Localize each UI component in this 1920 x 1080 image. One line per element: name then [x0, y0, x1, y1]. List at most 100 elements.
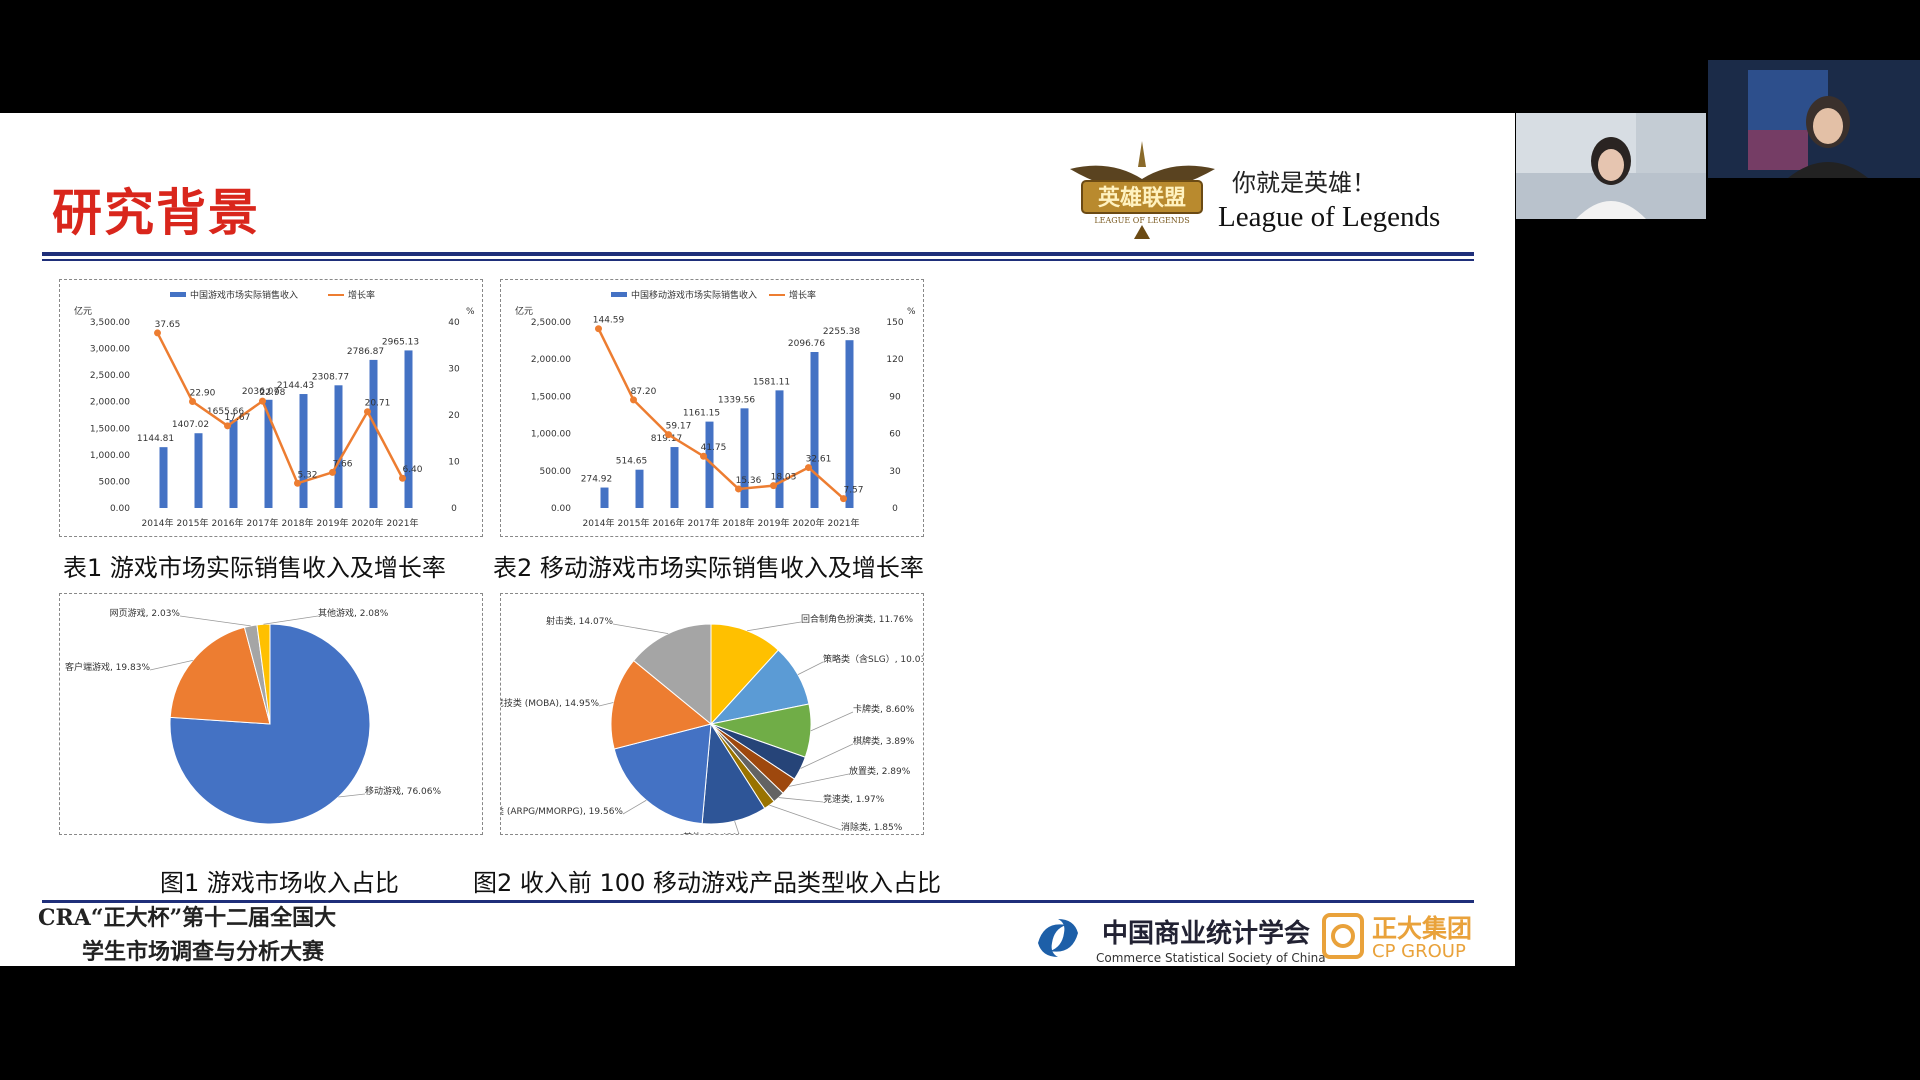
y-tick-label: 0.00 [551, 504, 571, 514]
logo-subtext: LEAGUE OF LEGENDS [1094, 216, 1189, 225]
bar-data-label: 819.17 [651, 434, 683, 444]
growth-rate-point [630, 396, 637, 404]
revenue-bar [705, 421, 714, 508]
pie-slice-label: 策略类（含SLG）, 10.03% [823, 653, 923, 665]
table1-caption: 表1 游戏市场实际销售收入及增长率 [63, 554, 446, 582]
page-title: 研究背景 [52, 184, 260, 242]
pie-slice-label: 移动游戏, 76.06% [365, 785, 441, 797]
chart-panel-2: 中国移动游戏市场实际销售收入 增长率 亿元% 2,500.00 2,000.00 1,50… [500, 279, 924, 537]
cssc-name-en: Commerce Statistical Society of China [1096, 951, 1326, 965]
revenue-bar [229, 420, 238, 508]
y2-axis-title: % [907, 307, 916, 317]
pie-slice-label: 棋牌类, 3.89% [853, 735, 915, 747]
header-rule-thin [42, 259, 1474, 261]
bar-data-label: 1655.66 [207, 407, 244, 417]
participant-video-feed [1516, 113, 1706, 219]
pie-leader-line [598, 702, 614, 707]
y2-tick-label: 0 [451, 504, 457, 514]
x-tick-label: 2021年 [387, 517, 419, 529]
cp-group-logo: 正大集团 CP GROUP [1322, 909, 1472, 965]
y-axis-title: 亿元 [74, 305, 92, 317]
growth-rate-line [156, 332, 404, 485]
line-data-label: 22.90 [190, 389, 216, 399]
growth-rate-point [154, 329, 161, 337]
line-data-label: 15.36 [736, 476, 762, 486]
growth-rate-point [770, 482, 777, 490]
y-tick-label: 1,500.00 [90, 424, 130, 434]
header-rule [42, 252, 1474, 256]
y2-axis-title: % [466, 307, 475, 317]
bar-data-label: 1161.15 [683, 409, 720, 419]
pie-leader-line [797, 661, 824, 675]
revenue-bar [635, 469, 644, 508]
y-tick-label: 2,000.00 [531, 355, 571, 365]
growth-rate-line [597, 328, 845, 500]
bar-data-label: 2308.77 [312, 372, 349, 382]
pie-slice-label: 竞速类, 1.97% [823, 793, 885, 805]
x-tick-label: 2016年 [212, 517, 244, 529]
y2-tick-label: 20 [448, 411, 460, 421]
cp-name-en: CP GROUP [1372, 941, 1466, 962]
legend-label-bar: 中国游戏市场实际销售收入 [190, 289, 298, 301]
y-tick-label: 0.00 [110, 504, 130, 514]
line-data-label: 144.59 [593, 316, 625, 326]
competition-title-line1: CRA“正大杯”第十二届全国大 [38, 905, 337, 931]
x-tick-label: 2018年 [723, 517, 755, 529]
table2-caption: 表2 移动游戏市场实际销售收入及增长率 [493, 554, 924, 582]
line-data-label: 59.17 [666, 422, 692, 432]
pie-slice [256, 623, 271, 725]
y-tick-label: 500.00 [540, 467, 572, 477]
line-data-label: 17.67 [225, 413, 251, 423]
pie-leader-line [149, 659, 193, 671]
line-data-label: 6.40 [402, 465, 422, 475]
cp-name-cn: 正大集团 [1372, 914, 1473, 943]
pie-slice-label: 客户端游戏, 19.83% [65, 661, 150, 673]
y-tick-label: 500.00 [99, 477, 131, 487]
pie-slice-label: 网页游戏, 2.03% [110, 607, 181, 619]
growth-rate-point [224, 422, 231, 430]
bar-data-label: 1581.11 [753, 377, 790, 387]
competition-title-line2: 学生市场调查与分析大赛 [82, 939, 325, 965]
revenue-bar [600, 487, 609, 508]
presentation-slide: 研究背景 英雄联盟 LEAGUE OF LEGENDS 你就是英雄！ Leagu… [0, 113, 1515, 966]
y-tick-label: 3,500.00 [90, 318, 130, 328]
x-tick-label: 2015年 [618, 517, 650, 529]
growth-rate-point [595, 325, 602, 333]
revenue-bar [264, 399, 273, 508]
growth-rate-point [294, 479, 301, 487]
logo-text: 英雄联盟 [1098, 186, 1186, 211]
x-tick-label: 2018年 [282, 517, 314, 529]
cssc-logo: 中国商业统计学会 Commerce Statistical Society of… [1030, 913, 1326, 966]
bar-data-label: 2786.87 [347, 347, 384, 357]
y2-tick-label: 0 [892, 504, 898, 514]
pie-slice-label: 射击类, 14.07% [546, 615, 613, 627]
x-tick-label: 2020年 [352, 517, 384, 529]
growth-rate-point [399, 474, 406, 482]
pie-leader-line [612, 623, 669, 635]
legend-swatch-bar [170, 292, 186, 297]
chart-panel-3: 移动游戏, 76.06% 客户端游戏, 19.83% 网页游戏, 2.03% 其他游戏… [59, 593, 483, 835]
revenue-bar [299, 394, 308, 508]
y2-tick-label: 150 [886, 318, 903, 328]
pie-slice-label: 角色扮演类 (ARPG/MMORPG), 19.56% [501, 805, 623, 817]
growth-rate-point [364, 408, 371, 416]
x-tick-label: 2021年 [828, 517, 860, 529]
revenue-bar [194, 433, 203, 508]
line-data-label: 18.03 [771, 473, 797, 483]
bar-data-label: 1339.56 [718, 395, 755, 405]
pie-slice-label: 其他游戏, 2.08% [318, 607, 389, 619]
participant-video-tile[interactable] [1516, 113, 1706, 219]
pie-leader-line [622, 799, 647, 815]
revenue-bar [810, 352, 819, 508]
pie-leader-line [734, 821, 740, 834]
revenue-bar [740, 408, 749, 508]
growth-rate-point [700, 452, 707, 460]
chart-panel-1: 中国游戏市场实际销售收入 增长率 亿元% 3,500.00 3,000.00 2,500.… [59, 279, 483, 537]
cssc-emblem-icon [1038, 919, 1078, 957]
bar-data-label: 2036.07 [242, 387, 279, 397]
bar-data-label: 1407.02 [172, 420, 209, 430]
pie-leader-line [747, 621, 802, 632]
y-tick-label: 2,500.00 [531, 318, 571, 328]
presenter-video-tile[interactable] [1708, 60, 1920, 178]
